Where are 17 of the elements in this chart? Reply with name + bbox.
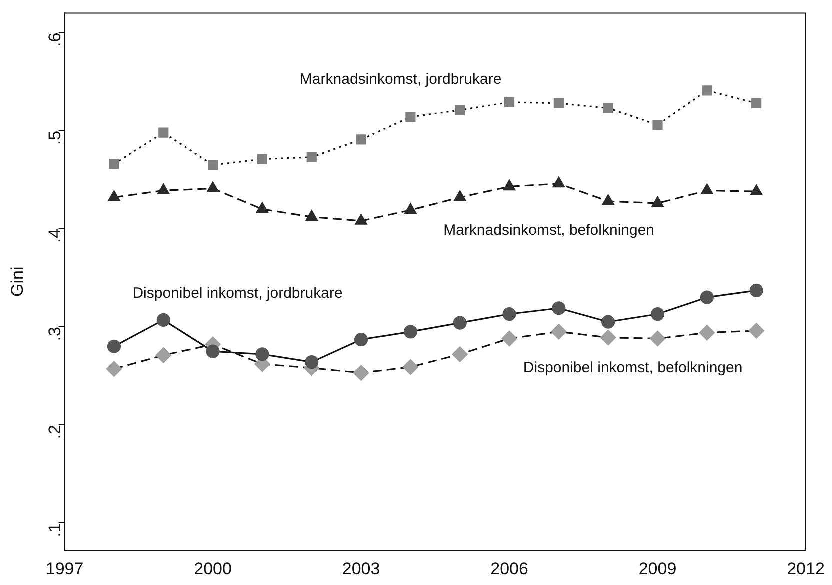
x-tick-label: 2006	[490, 559, 528, 578]
y-tick-label: .5	[45, 130, 64, 146]
y-axis-title: Gini	[8, 266, 27, 298]
y-tick-label: .6	[45, 32, 64, 47]
y-tick-label: .2	[45, 425, 64, 440]
x-tick-label: 2003	[342, 559, 380, 578]
x-tick-label: 2009	[638, 559, 677, 578]
y-tick-label: .1	[45, 523, 64, 538]
series-label: Disponibel inkomst, befolkningen	[523, 359, 743, 376]
series-label: Marknadsinkomst, befolkningen	[444, 222, 655, 240]
x-tick-label: 1997	[46, 559, 84, 578]
y-tick-label: .3	[45, 327, 64, 342]
series-label: Marknadsinkomst, jordbrukare	[300, 71, 502, 88]
series-label: Disponibel inkomst, jordbrukare	[132, 284, 343, 302]
x-tick-label: 2000	[194, 559, 232, 578]
y-tick-label: .4	[45, 228, 64, 244]
x-tick-label: 2012	[787, 559, 825, 578]
